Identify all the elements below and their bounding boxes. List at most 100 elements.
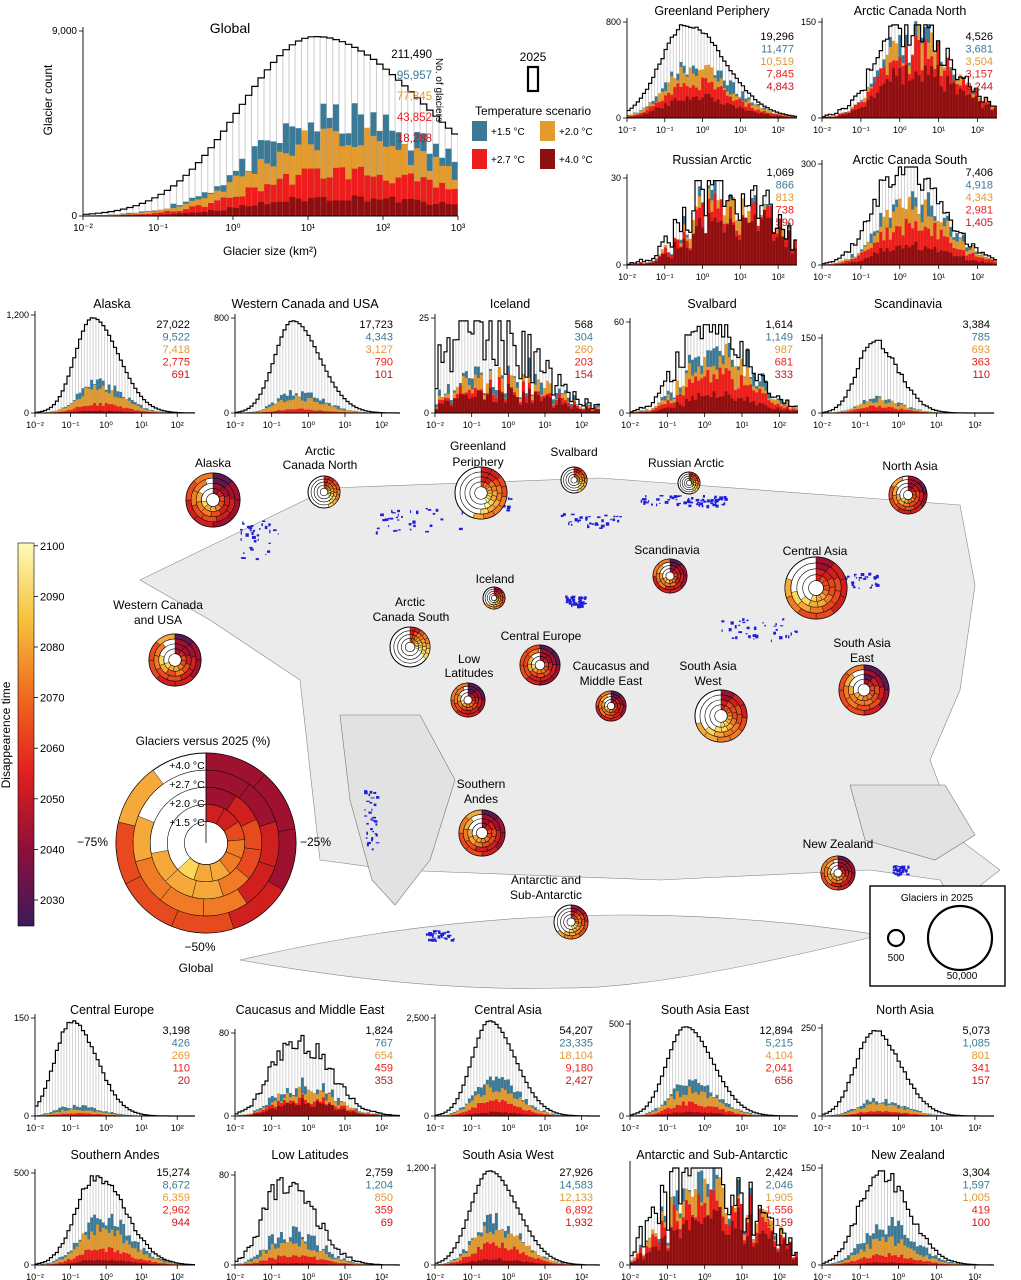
bar-total	[78, 1025, 82, 1117]
count-1: 8,672	[162, 1180, 190, 1192]
bar-scenario-4	[936, 252, 940, 265]
bar-scenario-2	[322, 404, 325, 413]
bar-scenario-3	[897, 409, 901, 413]
bar-scenario-2	[352, 1263, 355, 1265]
bar-scenario-4	[96, 1259, 99, 1265]
bar-scenario-3	[81, 1254, 85, 1265]
bar-scenario-2	[465, 1104, 468, 1116]
bar-scenario-1	[310, 1235, 313, 1265]
bar-scenario-2	[110, 389, 114, 413]
total-outline	[627, 180, 797, 265]
bar-scenario-4	[676, 248, 680, 265]
bar-scenario-4	[495, 1111, 498, 1116]
count-2: 3,504	[965, 56, 993, 68]
bar-scenario-2	[301, 1239, 304, 1265]
bar-scenario-4	[776, 407, 780, 413]
bar-scenario-2	[319, 1251, 322, 1265]
bar-scenario-4	[573, 404, 576, 413]
x-tick-label: 10²	[971, 272, 984, 282]
bar-scenario-4	[933, 246, 937, 265]
bar-scenario-4	[133, 1262, 137, 1265]
bar-scenario-3	[700, 1106, 704, 1116]
bar-scenario-4	[93, 411, 96, 413]
bar-scenario-2	[52, 1112, 56, 1116]
bar-scenario-3	[881, 407, 885, 413]
bar-scenario-4	[920, 81, 924, 118]
bar-scenario-2	[69, 1108, 73, 1116]
bar-scenario-4	[78, 1261, 82, 1265]
bar-scenario-2	[110, 1229, 114, 1265]
bar-scenario-4	[704, 233, 708, 265]
bar-scenario-2	[119, 1114, 123, 1116]
bar-scenario-4	[295, 1105, 298, 1116]
bar-scenario-4	[122, 1260, 126, 1265]
bar-scenario-4	[724, 391, 728, 413]
x-tick-label: 10⁰	[892, 1123, 906, 1133]
bar-scenario-2	[55, 1111, 59, 1116]
bar-scenario-4	[81, 410, 85, 413]
bar-scenario-4	[895, 75, 899, 118]
bar-scenario-4	[895, 246, 899, 265]
panel-title: Southern Andes	[71, 1148, 160, 1162]
bar-scenario-3	[722, 89, 726, 118]
count-3: 203	[575, 357, 593, 369]
bar-scenario-4	[220, 210, 227, 216]
bar-scenario-2	[688, 1086, 691, 1116]
bar-scenario-4	[939, 250, 943, 265]
y-tick-label: 0	[224, 1111, 229, 1121]
bar-scenario-4	[642, 113, 646, 118]
bar-scenario-4	[645, 411, 649, 413]
bar-scenario-4	[863, 106, 867, 118]
bar-total	[69, 1022, 73, 1117]
bar-scenario-3	[67, 1113, 70, 1116]
bar-scenario-2	[718, 1102, 722, 1116]
x-tick-label: 10⁻²	[813, 420, 831, 430]
bar-scenario-4	[741, 217, 745, 265]
bar-scenario-3	[688, 379, 691, 413]
bar-scenario-3	[654, 407, 658, 413]
bar-scenario-4	[107, 1260, 111, 1265]
bar-scenario-3	[274, 1259, 277, 1265]
bar-scenario-3	[885, 227, 889, 265]
bar-scenario-4	[558, 398, 561, 413]
bar-scenario-2	[700, 1091, 704, 1116]
bar-scenario-4	[670, 100, 674, 118]
bar-scenario-4	[678, 1112, 682, 1116]
x-tick-label: 10²	[171, 1272, 184, 1280]
bar-total	[81, 1030, 85, 1117]
bar-scenario-2	[154, 1258, 158, 1265]
bar-scenario-4	[627, 116, 630, 118]
bar-scenario-2	[283, 1242, 286, 1265]
panel-central-asia: 10⁻² 10⁻¹ 10⁰ 10¹ 10² 0 2,500 Central Asia 54,20…	[406, 1003, 600, 1133]
bar-scenario-4	[465, 1114, 468, 1116]
bar-scenario-3	[654, 1113, 658, 1116]
bar-scenario-4	[99, 410, 102, 413]
bar-scenario-3	[274, 410, 277, 413]
bar-scenario-3	[769, 113, 773, 118]
bar-scenario-2	[99, 1112, 102, 1116]
bar-total	[63, 1028, 67, 1117]
bar-scenario-4	[645, 113, 649, 118]
bar-scenario-4	[679, 247, 683, 265]
bar-scenario-4	[753, 214, 757, 265]
count-4: 157	[972, 1075, 990, 1087]
bar-scenario-3	[383, 180, 389, 216]
bar-scenario-3	[847, 411, 850, 413]
x-tick-label: 10²	[376, 223, 391, 234]
bar-scenario-3	[304, 409, 307, 413]
bar-scenario-4	[772, 241, 776, 265]
count-0: 17,723	[359, 319, 393, 331]
bar-scenario-4	[866, 99, 870, 118]
bar-total	[72, 1020, 76, 1117]
bar-scenario-4	[897, 411, 901, 413]
bar-scenario-3	[131, 1257, 134, 1265]
bar-scenario-4	[914, 241, 918, 265]
bar-scenario-2	[78, 399, 82, 413]
bar-scenario-4	[651, 411, 655, 413]
bar-scenario-2	[307, 397, 310, 413]
bar-scenario-2	[850, 1111, 854, 1116]
bar-scenario-3	[672, 1107, 676, 1116]
bar-scenario-4	[673, 241, 677, 265]
bar-scenario-4	[778, 115, 782, 118]
bar-scenario-3	[113, 405, 117, 413]
